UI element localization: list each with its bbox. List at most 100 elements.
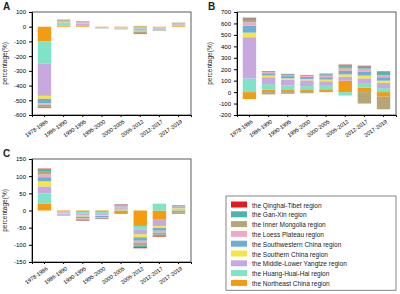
y-tick-label: 50 (19, 191, 26, 197)
bar-segment (76, 25, 89, 27)
y-tick: 600 (221, 21, 237, 27)
legend-swatch (231, 221, 247, 227)
bars (38, 20, 186, 108)
y-tick: -200 (219, 112, 237, 118)
bar-segment (300, 80, 313, 86)
legend-item: the Inner Mongolia region (231, 221, 326, 229)
y-tick: 300 (221, 55, 237, 61)
y-tick-mark (29, 86, 32, 87)
y-tick-label: -500 (14, 98, 27, 104)
bar-segment (57, 213, 70, 215)
bar-segment (319, 77, 332, 79)
x-tick: 2017-2019 (363, 115, 388, 138)
legend: the Qinghai-Tibet regionthe Gan-Xin regi… (226, 196, 396, 290)
bar-segment (153, 232, 166, 234)
bar-segment (76, 211, 89, 212)
y-tick-mark (29, 27, 32, 28)
bar-segment (95, 27, 108, 28)
bar-segment (134, 247, 147, 248)
bar-segment (95, 216, 108, 217)
bar-segment (95, 217, 108, 219)
bar-segment (57, 21, 70, 23)
y-axis: -600-500-400-300-200-1000100 (14, 9, 33, 118)
bar-segment (377, 97, 390, 110)
bar-segment (319, 89, 332, 92)
bar-segment (38, 193, 51, 203)
bar-segment (153, 28, 166, 30)
bar-segment (319, 81, 332, 86)
y-tick-mark (234, 12, 237, 13)
y-tick: 500 (221, 32, 237, 38)
y-tick-mark (234, 92, 237, 93)
bar-segment (243, 17, 256, 19)
bar-segment (134, 32, 147, 33)
y-axis-title: percentage(%) (206, 42, 214, 85)
bar-segment (57, 212, 70, 213)
legend-item: the Northeast China region (231, 280, 330, 288)
y-tick: 100 (16, 9, 32, 15)
panel: B-200-10001002003004005006007001978-1986… (206, 1, 397, 138)
bar-segment (358, 72, 371, 76)
bar-segment (38, 181, 51, 186)
bar-segment (243, 92, 256, 99)
bar-segment (134, 28, 147, 29)
bar-segment (57, 214, 70, 215)
bar-segment (281, 92, 294, 94)
y-tick-label: 500 (221, 32, 232, 38)
bar-segment (243, 78, 256, 92)
bar-segment (153, 29, 166, 30)
y-tick-label: 700 (221, 9, 232, 15)
bar-segment (38, 107, 51, 108)
bar-segment (57, 19, 70, 20)
legend-swatch (231, 260, 247, 266)
bar-segment (339, 92, 352, 95)
legend-box (226, 196, 396, 290)
bar-segment (319, 80, 332, 82)
x-tick-mark (159, 262, 160, 264)
bar-segment (95, 211, 108, 212)
y-tick-mark (29, 12, 32, 13)
y-tick: 150 (16, 156, 32, 162)
bar-segment (114, 28, 127, 29)
y-tick-mark (29, 176, 32, 177)
y-tick-label: 0 (23, 208, 27, 214)
bar-segment (57, 215, 70, 216)
y-tick: -500 (14, 98, 32, 104)
bar-segment (172, 212, 185, 214)
legend-swatch (231, 270, 247, 276)
legend-label: the Gan-Xin region (252, 211, 307, 219)
x-tick-mark (140, 115, 141, 117)
bar-segment (300, 74, 313, 75)
legend-label: the Northeast China region (252, 280, 330, 288)
x-tick-mark (140, 262, 141, 264)
frame (32, 12, 191, 115)
bar-segment (172, 24, 185, 25)
y-tick-label: 150 (16, 156, 27, 162)
x-axis: 1978-19861986-19901990-19951995-20002000… (229, 115, 397, 138)
bar-segment (339, 74, 352, 76)
bar-segment (134, 237, 147, 240)
bar-segment (95, 28, 108, 29)
x-tick-mark (63, 262, 64, 264)
bar-segment (38, 169, 51, 171)
bar-segment (377, 88, 390, 92)
bar-segment (76, 21, 89, 22)
x-tick-mark (82, 115, 83, 117)
bar-segment (95, 212, 108, 213)
bar-segment (153, 27, 166, 29)
legend-item: the Qinghai-Tibet region (231, 202, 322, 210)
bar-segment (153, 231, 166, 233)
bar-segment (153, 29, 166, 30)
bars (38, 169, 186, 249)
bar-segment (172, 25, 185, 27)
bar-segment (300, 92, 313, 93)
bar-segment (153, 29, 166, 30)
y-tick-mark (29, 159, 32, 160)
bar-segment (172, 209, 185, 210)
bar-segment (243, 26, 256, 33)
y-tick-label: 400 (221, 44, 232, 50)
y-tick: 100 (16, 174, 32, 180)
y-tick-label: -50 (17, 225, 26, 231)
y-axis: -150-100-50050100150 (14, 156, 33, 265)
bar-segment (134, 246, 147, 248)
